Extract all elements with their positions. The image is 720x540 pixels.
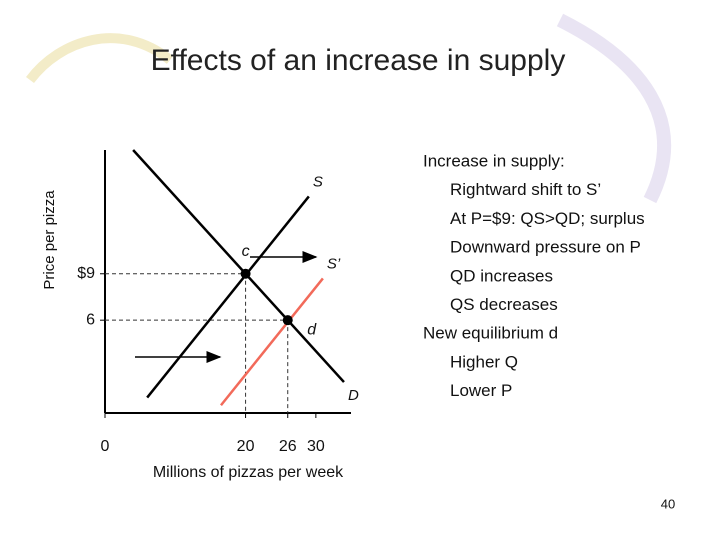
y-tick-label: 6 [86,311,95,328]
y-tick-label: $9 [77,265,95,282]
point-label: d [307,321,317,338]
x-tick-label: 30 [307,438,325,455]
series-label: S [313,173,323,190]
note-line: New equilibrium d [423,324,558,343]
series-line [219,277,324,407]
x-axis-label: Millions of pizzas per week [153,464,344,481]
x-tick-label: 20 [237,438,255,455]
decoration [26,33,174,84]
equilibrium-point [282,315,293,326]
slide-title: Effects of an increase in supply [151,44,566,77]
note-line: Increase in supply: [423,151,565,170]
note-line: Lower P [450,381,512,400]
note-line: At P=$9: QS>QD; surplus [450,209,645,228]
decoration [556,13,672,204]
series-line [146,195,310,399]
equilibrium-point [240,268,251,279]
series-label: D [348,387,359,404]
point-label: c [242,243,250,260]
x-tick-label: 26 [279,438,297,455]
y-axis-label: Price per pizza [41,190,58,290]
series-label: S’ [327,255,341,272]
note-line: Higher Q [450,352,518,371]
note-line: QS decreases [450,295,558,314]
series-line [132,149,345,383]
page-number: 40 [661,496,675,511]
note-line: Downward pressure on P [450,238,641,257]
x-tick-label: 0 [101,438,110,455]
note-line: QD increases [450,266,553,285]
note-line: Rightward shift to S’ [450,180,601,199]
